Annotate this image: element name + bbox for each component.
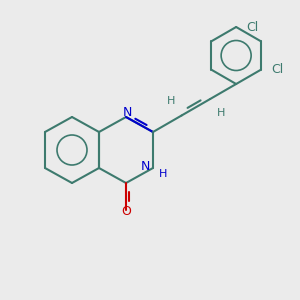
Text: Cl: Cl (271, 63, 283, 76)
Text: H: H (167, 96, 175, 106)
Text: H: H (159, 169, 168, 179)
Text: O: O (121, 205, 131, 218)
Text: N: N (123, 106, 132, 119)
Text: H: H (217, 109, 225, 118)
Text: Cl: Cl (247, 20, 259, 34)
Text: N: N (141, 160, 150, 173)
